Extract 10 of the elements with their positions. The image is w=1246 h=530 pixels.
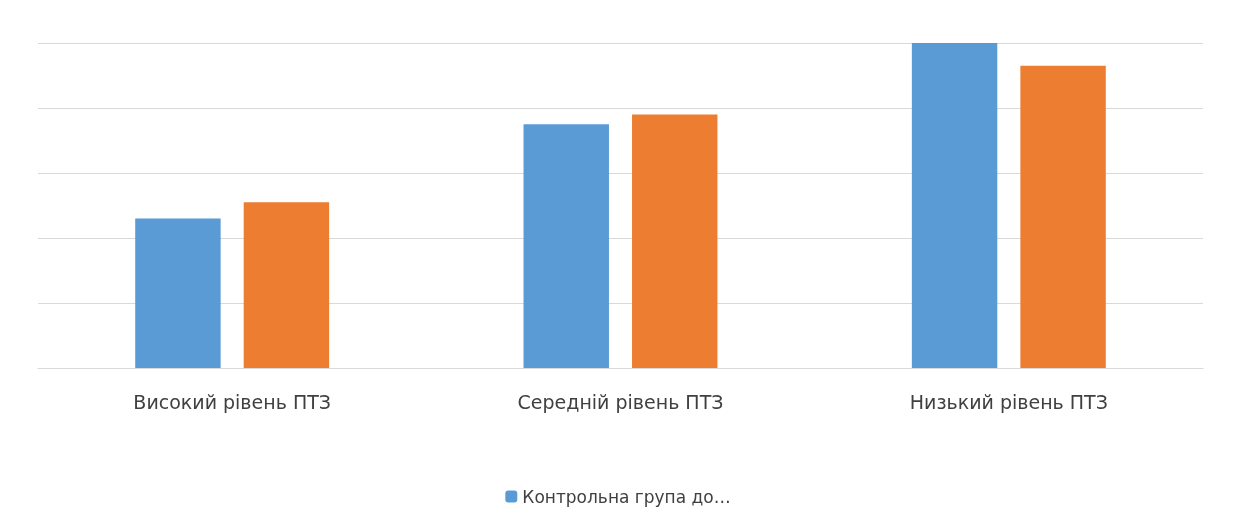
bar (1020, 65, 1106, 368)
x-tick-label: Високий рівень ПТЗ (133, 390, 331, 413)
bar (632, 114, 718, 368)
legend-label: Контрольна група до… (522, 486, 731, 507)
x-tick-label: Низький рівень ПТЗ (909, 390, 1108, 413)
bar (523, 124, 609, 368)
x-tick-label: Середній рівень ПТЗ (517, 390, 724, 413)
bar (911, 43, 998, 368)
bar (243, 202, 330, 368)
bar (135, 218, 221, 368)
